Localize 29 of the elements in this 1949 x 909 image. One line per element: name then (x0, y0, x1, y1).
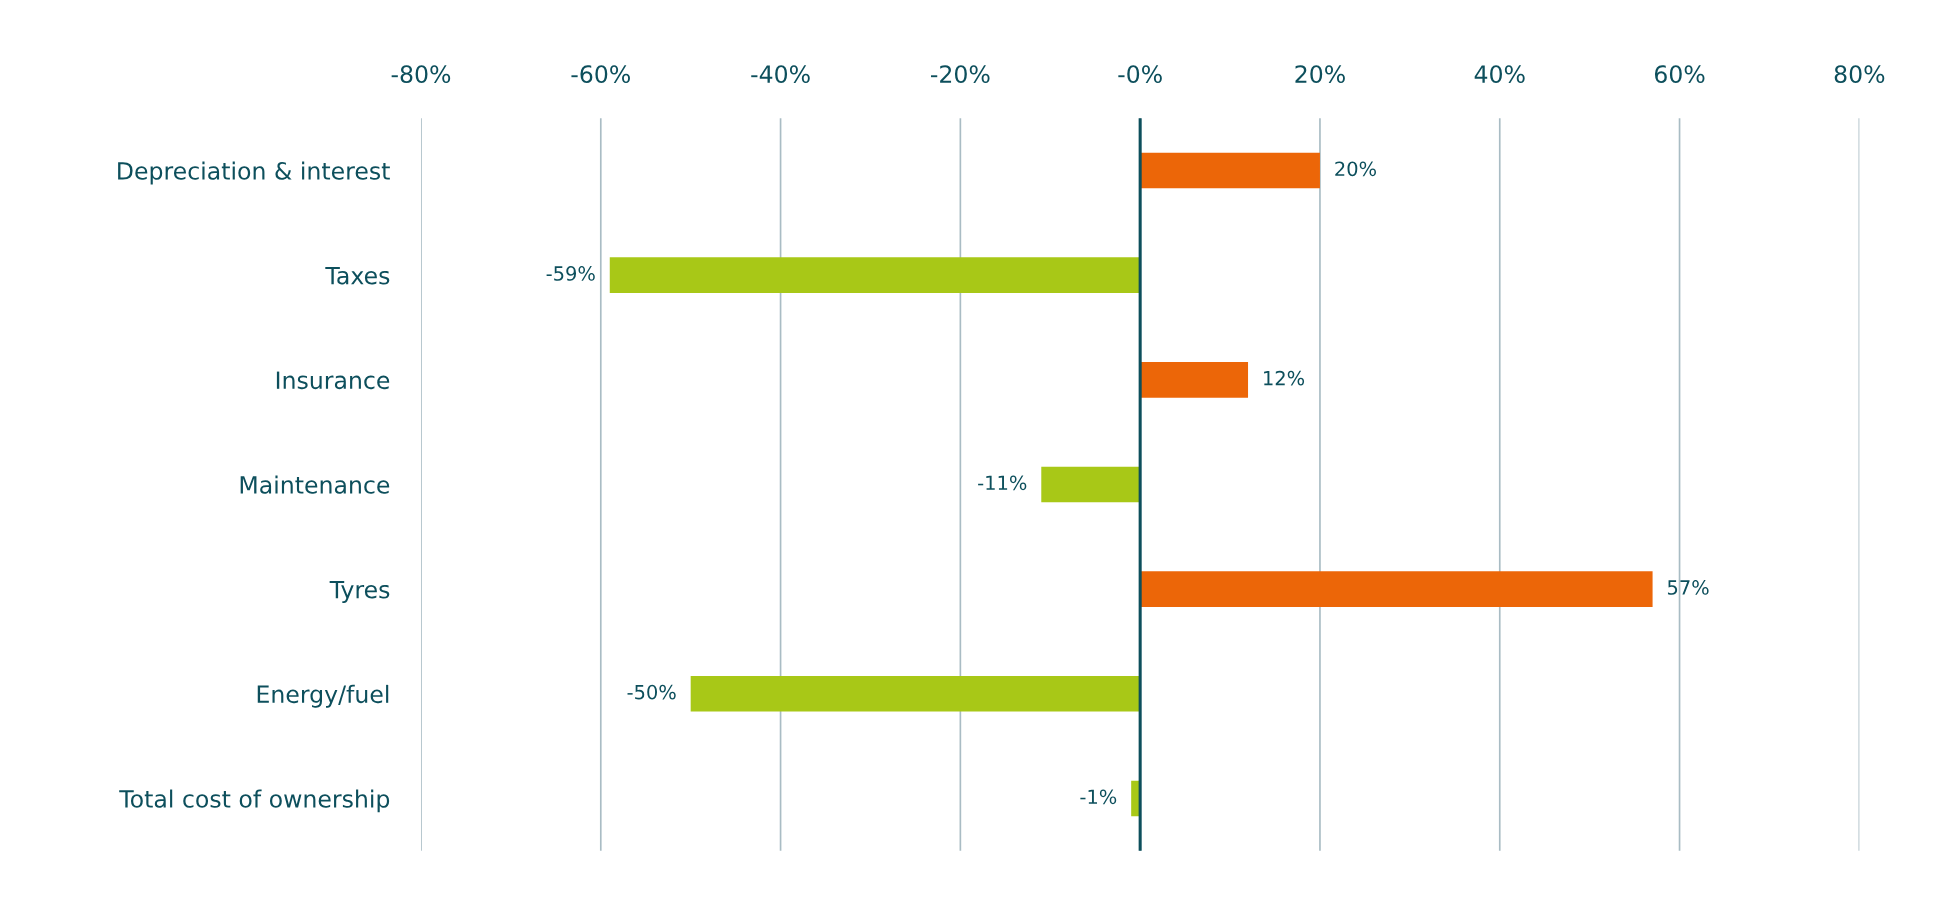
x-tick-label: -20% (931, 65, 990, 84)
y-tick-label: Energy/fuel (257, 684, 389, 708)
x-tick-label: 40% (1474, 65, 1525, 84)
bar (1140, 362, 1249, 398)
bar (609, 257, 1141, 293)
y-tick-label: Tyres (329, 580, 390, 604)
bar (690, 676, 1141, 712)
data-label: 12% (1264, 370, 1305, 386)
x-tick-label: 20% (1295, 65, 1345, 84)
x-tick-label: -0% (1118, 65, 1162, 84)
y-tick-label: Total cost of ownership (119, 789, 390, 813)
x-tick-label: 60% (1654, 65, 1705, 84)
y-tick-label: Maintenance (240, 475, 390, 494)
y-tick-label: Insurance (276, 371, 390, 390)
bar (1041, 466, 1141, 503)
y-tick-label: Taxes (325, 266, 390, 285)
x-tick-label: 80% (1834, 65, 1885, 84)
x-tick-label: -60% (571, 65, 630, 84)
x-tick-label: -40% (751, 65, 810, 84)
data-label: 20% (1335, 161, 1376, 177)
data-label: -59% (546, 266, 595, 281)
y-tick-label: Depreciation & interest (118, 161, 390, 185)
data-label: -1% (1080, 789, 1117, 805)
data-label: -11% (978, 475, 1027, 491)
data-label: 57% (1667, 580, 1709, 595)
data-label: -50% (627, 684, 676, 700)
bar (1140, 571, 1653, 607)
x-tick-label: -80% (391, 65, 451, 84)
bar (1140, 152, 1320, 189)
